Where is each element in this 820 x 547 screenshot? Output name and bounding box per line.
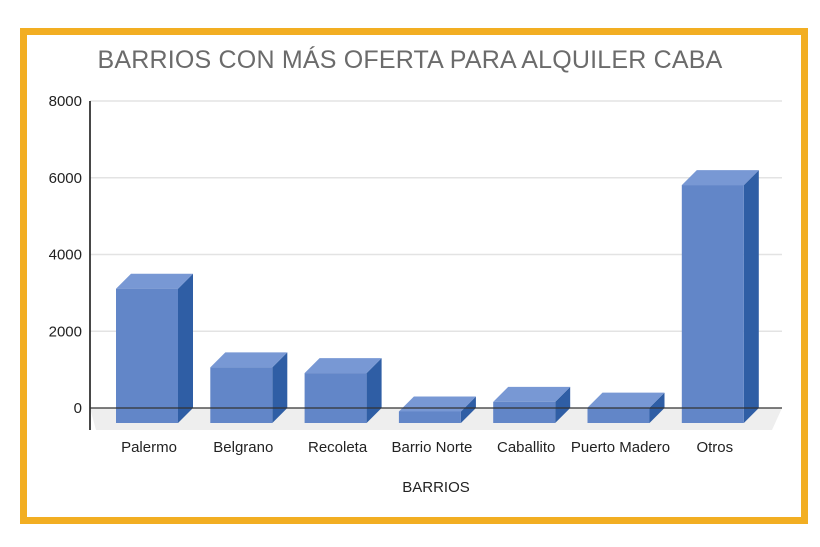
bar-top <box>493 386 571 402</box>
bar-side <box>460 396 476 423</box>
bar <box>304 373 367 423</box>
x-axis-title: BARRIOS <box>402 479 470 496</box>
y-tick-label: 8000 <box>49 93 82 110</box>
bar <box>210 367 273 423</box>
x-tick-label: Barrio Norte <box>391 439 472 456</box>
bar-top <box>681 170 759 186</box>
bar <box>493 401 556 423</box>
bar-top <box>587 392 665 408</box>
bar-side <box>178 273 193 423</box>
x-tick-label: Puerto Madero <box>571 439 670 456</box>
bar-side <box>272 352 288 423</box>
y-tick-label: 4000 <box>49 247 82 264</box>
bar <box>681 185 744 423</box>
x-tick-label: Palermo <box>121 439 177 456</box>
x-tick-label: Otros <box>696 439 733 456</box>
x-tick-label: Belgrano <box>213 439 273 456</box>
bar-top <box>210 352 288 368</box>
bar <box>398 411 461 423</box>
y-tick-label: 0 <box>74 400 82 417</box>
bar <box>116 288 178 423</box>
bar-side <box>366 358 382 423</box>
bar-side <box>555 386 571 423</box>
x-tick-label: Recoleta <box>308 439 368 456</box>
bar-side <box>743 170 759 423</box>
bar-top <box>304 358 382 374</box>
bar-top <box>116 273 193 289</box>
bar <box>587 407 650 423</box>
chart-title: BARRIOS CON MÁS OFERTA PARA ALQUILER CAB… <box>97 46 723 74</box>
y-tick-label: 2000 <box>49 323 82 340</box>
x-tick-label: Caballito <box>497 439 555 456</box>
y-tick-label: 6000 <box>49 170 82 187</box>
